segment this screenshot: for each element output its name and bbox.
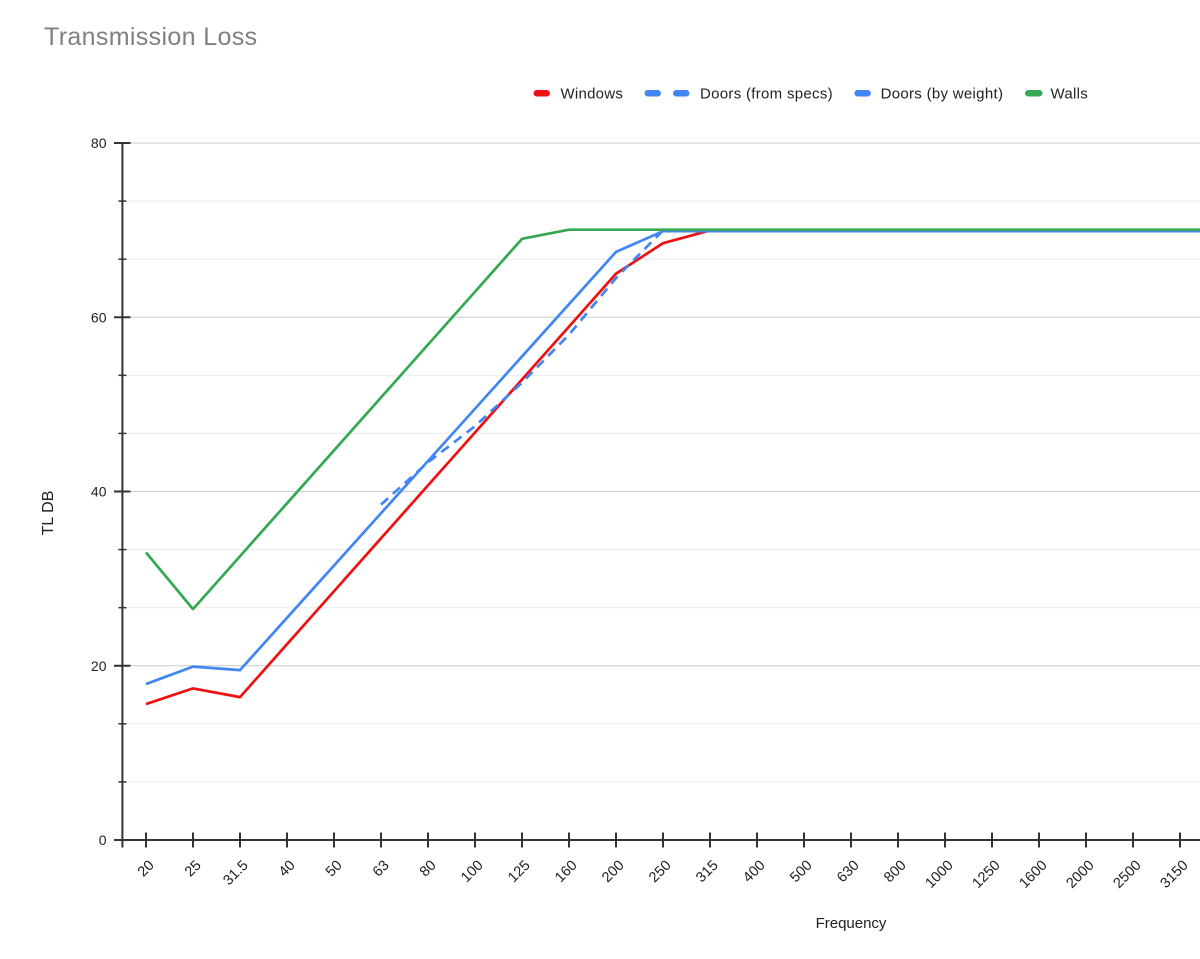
svg-text:Doors (from specs): Doors (from specs) [700,86,833,103]
svg-text:80: 80 [91,135,107,151]
svg-text:Frequency: Frequency [816,915,887,932]
svg-text:Transmission Loss: Transmission Loss [44,23,257,51]
svg-text:Windows: Windows [561,86,624,103]
svg-text:Walls: Walls [1051,86,1089,103]
svg-text:20: 20 [91,658,107,674]
svg-text:60: 60 [91,309,107,325]
svg-text:Doors (by weight): Doors (by weight) [881,86,1004,103]
svg-text:40: 40 [91,484,107,500]
svg-text:TL DB: TL DB [40,491,57,536]
svg-text:0: 0 [99,832,107,848]
